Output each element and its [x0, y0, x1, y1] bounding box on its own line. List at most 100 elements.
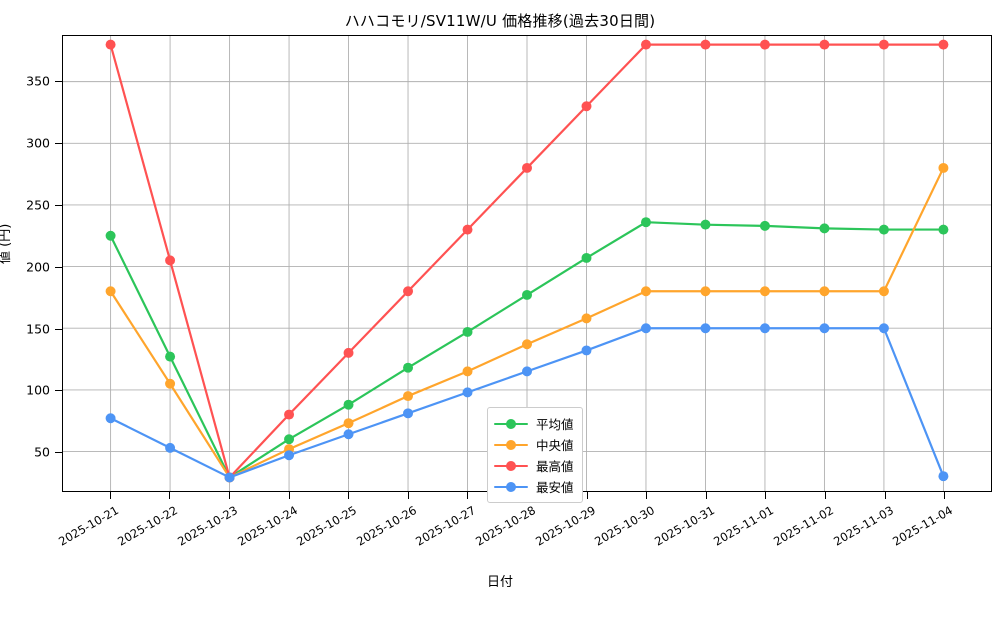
data-point [938, 224, 949, 235]
y-tick-label: 250 [26, 197, 50, 213]
data-point [819, 286, 830, 297]
data-point [522, 162, 532, 173]
x-tick-mark [228, 492, 230, 499]
legend-label: 中央値 [536, 438, 574, 453]
x-tick-mark [705, 492, 707, 499]
y-tick-mark [55, 390, 62, 392]
data-point [462, 224, 473, 235]
data-point [165, 255, 176, 266]
data-point [343, 347, 354, 358]
data-point [165, 378, 176, 389]
data-point [343, 418, 354, 429]
data-point [878, 286, 889, 297]
data-point [759, 220, 770, 231]
x-tick-mark [646, 492, 648, 499]
data-point [105, 286, 116, 297]
y-tick-mark [55, 266, 62, 268]
y-tick-label: 100 [26, 382, 50, 398]
y-tick-mark [55, 452, 62, 454]
y-tick-mark [55, 142, 62, 144]
x-tick-mark [586, 492, 588, 499]
legend-item-1[interactable]: 中央値 [494, 434, 574, 455]
data-point [938, 162, 949, 173]
data-point [403, 408, 414, 419]
data-point [403, 362, 414, 373]
data-point [581, 252, 592, 263]
data-point [819, 323, 830, 334]
data-point [819, 39, 830, 50]
data-point [581, 313, 592, 324]
x-tick-mark [467, 492, 469, 499]
data-point [165, 351, 176, 362]
data-point [522, 289, 532, 300]
data-point [462, 326, 473, 337]
x-tick-mark [288, 492, 290, 499]
data-point [759, 323, 770, 334]
data-point [165, 442, 176, 453]
data-point [284, 409, 295, 420]
data-point [759, 39, 770, 50]
data-point [640, 286, 651, 297]
y-tick-label: 150 [26, 321, 50, 337]
legend-label: 最高値 [536, 459, 574, 474]
x-tick-mark [169, 492, 171, 499]
data-point [343, 429, 354, 440]
data-point [640, 217, 651, 228]
x-tick-mark [944, 492, 946, 499]
data-point [878, 224, 889, 235]
data-point [819, 223, 830, 234]
x-tick-mark [884, 492, 886, 499]
data-point [759, 286, 770, 297]
x-tick-mark [407, 492, 409, 499]
x-tick-mark [109, 492, 111, 499]
x-tick-mark [765, 492, 767, 499]
x-axis-label: 日付 [486, 575, 513, 590]
data-series-layer [105, 39, 949, 483]
data-point [105, 413, 116, 424]
legend-marker-icon [494, 418, 528, 430]
data-point [938, 39, 949, 50]
data-point [522, 366, 532, 377]
data-point [105, 230, 116, 241]
data-point [105, 39, 116, 50]
chart-figure: ハハコモリ/SV11W/U 価格推移(過去30日間) 値 (円) 日付 50 10… [0, 12, 992, 590]
data-point [700, 39, 711, 50]
data-point [700, 323, 711, 334]
data-point [284, 450, 295, 461]
x-tick-mark [825, 492, 827, 499]
legend-marker-icon [494, 481, 528, 493]
y-tick-mark [55, 204, 62, 206]
x-tick-mark [348, 492, 350, 499]
legend-item-0[interactable]: 平均値 [494, 413, 574, 434]
data-point [640, 39, 651, 50]
data-point [224, 472, 235, 483]
y-tick-label: 300 [26, 135, 50, 151]
legend-label: 平均値 [536, 417, 574, 432]
data-point [343, 399, 354, 410]
data-point [462, 387, 473, 398]
data-point [403, 391, 414, 402]
legend-marker-icon [494, 439, 528, 451]
y-tick-label: 50 [34, 444, 50, 460]
y-tick-label: 350 [26, 73, 50, 89]
data-point [581, 345, 592, 356]
data-point [403, 286, 414, 297]
data-point [938, 471, 949, 482]
data-point [581, 101, 592, 112]
data-point [522, 339, 532, 350]
legend-item-3[interactable]: 最安値 [494, 476, 574, 497]
legend-label: 最安値 [536, 480, 574, 495]
data-point [700, 219, 711, 230]
y-axis-label: 値 (円) [0, 223, 13, 264]
y-tick-mark [55, 328, 62, 330]
data-point [640, 323, 651, 334]
y-tick-label: 200 [26, 259, 50, 275]
chart-legend: 平均値中央値最高値最安値 [487, 407, 583, 503]
legend-marker-icon [494, 460, 528, 472]
y-tick-mark [55, 80, 62, 82]
data-point [284, 434, 295, 445]
data-point [878, 39, 889, 50]
data-point [878, 323, 889, 334]
data-point [462, 366, 473, 377]
legend-item-2[interactable]: 最高値 [494, 455, 574, 476]
